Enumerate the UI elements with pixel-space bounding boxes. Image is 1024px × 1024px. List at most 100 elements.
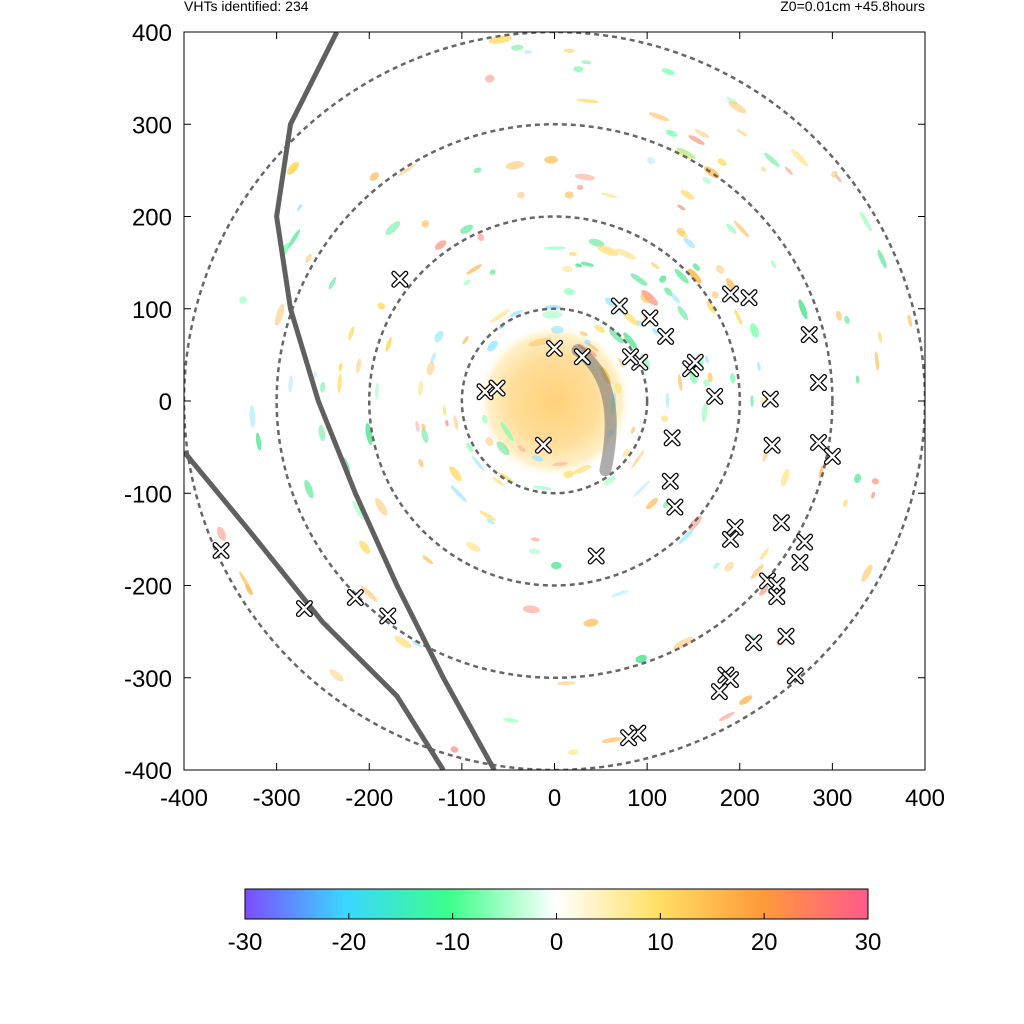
- field-streak: [588, 238, 605, 247]
- field-streak: [517, 191, 525, 199]
- field-streak: [716, 264, 725, 274]
- vht-marker: [546, 339, 563, 357]
- vht-marker: [631, 353, 649, 371]
- field-streak: [434, 330, 444, 343]
- vht-markers: [212, 270, 841, 747]
- y-tick-label: -400: [124, 758, 172, 785]
- field-streak: [855, 375, 860, 384]
- field-streak: [296, 204, 303, 212]
- field-streak: [707, 372, 713, 383]
- x-tick-label: -100: [438, 785, 486, 812]
- field-streak: [492, 477, 504, 486]
- vht-marker: [800, 326, 818, 344]
- field-streak: [542, 310, 563, 319]
- field-streak: [661, 68, 675, 76]
- vht-marker: [379, 607, 397, 625]
- x-tick-label: -200: [345, 785, 393, 812]
- field-streak: [702, 176, 712, 185]
- field-streak: [835, 310, 843, 321]
- vht-marker: [791, 553, 809, 571]
- x-tick-label: -300: [253, 785, 301, 812]
- field-streak: [844, 315, 850, 324]
- field-streak: [728, 100, 747, 114]
- colorbar-tick-label: -20: [331, 929, 366, 956]
- field-streak: [550, 561, 562, 570]
- field-streak: [604, 297, 618, 307]
- field-streak: [574, 173, 595, 181]
- colorbar-tick-label: 30: [855, 929, 882, 956]
- field-streak: [687, 268, 702, 284]
- field-streak: [217, 526, 226, 541]
- field-streak: [422, 555, 434, 565]
- vht-count-label: VHTs identified: 234: [184, 0, 309, 14]
- vht-marker: [761, 390, 779, 408]
- field-streak: [726, 96, 738, 105]
- x-tick-label: 0: [548, 785, 561, 812]
- vht-marker: [295, 600, 313, 618]
- colorbar-tick-label: -30: [228, 929, 263, 956]
- field-streak: [576, 98, 599, 103]
- field-streak: [305, 253, 312, 263]
- field-streak: [717, 158, 727, 166]
- field-streak: [462, 335, 469, 345]
- field-streak: [485, 437, 494, 446]
- field-streak: [473, 167, 482, 174]
- field-streak: [460, 224, 474, 234]
- field-streak: [757, 361, 761, 372]
- vorticity-field: [217, 35, 913, 755]
- field-streak: [665, 129, 678, 137]
- field-streak: [479, 510, 496, 521]
- vht-marker: [726, 518, 744, 536]
- field-streak: [770, 260, 777, 269]
- field-streak: [320, 381, 326, 393]
- vht-marker: [346, 588, 364, 606]
- field-streak: [683, 237, 695, 248]
- field-streak: [861, 564, 873, 582]
- field-streak: [597, 245, 619, 256]
- vht-marker: [823, 447, 841, 465]
- vht-marker: [745, 634, 763, 652]
- field-streak: [450, 485, 467, 503]
- field-streak: [532, 485, 553, 491]
- field-streak: [677, 374, 683, 391]
- field-streak: [517, 445, 526, 452]
- field-streak: [563, 288, 575, 296]
- range-rings: [184, 32, 925, 770]
- track-b: [184, 450, 446, 770]
- vht-marker: [666, 498, 684, 516]
- x-tick-label: -400: [160, 785, 208, 812]
- field-streak: [528, 548, 541, 555]
- field-streak: [678, 529, 694, 544]
- field-streak: [489, 269, 496, 275]
- field-streak: [859, 211, 872, 232]
- vht-marker: [763, 436, 781, 454]
- field-streak: [635, 654, 647, 663]
- field-streak: [759, 585, 769, 596]
- field-streak: [573, 66, 584, 73]
- field-streak: [670, 292, 680, 304]
- field-streak: [694, 129, 710, 139]
- y-tick-label: -200: [124, 574, 172, 601]
- vht-marker: [777, 627, 795, 645]
- field-streak: [313, 371, 317, 380]
- field-streak: [563, 48, 575, 53]
- field-streak: [249, 405, 256, 428]
- field-streak: [466, 264, 483, 275]
- field-streak: [544, 305, 561, 310]
- vht-marker: [706, 387, 724, 405]
- field-streak: [426, 361, 435, 376]
- field-streak: [790, 148, 809, 167]
- field-streak: [662, 501, 669, 508]
- field-streak: [418, 380, 424, 396]
- vht-marker: [809, 374, 827, 392]
- field-streak: [608, 328, 624, 344]
- field-streak: [445, 419, 449, 427]
- field-streak: [450, 746, 459, 753]
- field-streak: [360, 585, 378, 602]
- field-streak: [601, 737, 622, 743]
- field-streak: [563, 470, 574, 479]
- field-streak: [503, 717, 519, 723]
- field-streak: [239, 296, 247, 304]
- field-streak: [878, 331, 883, 343]
